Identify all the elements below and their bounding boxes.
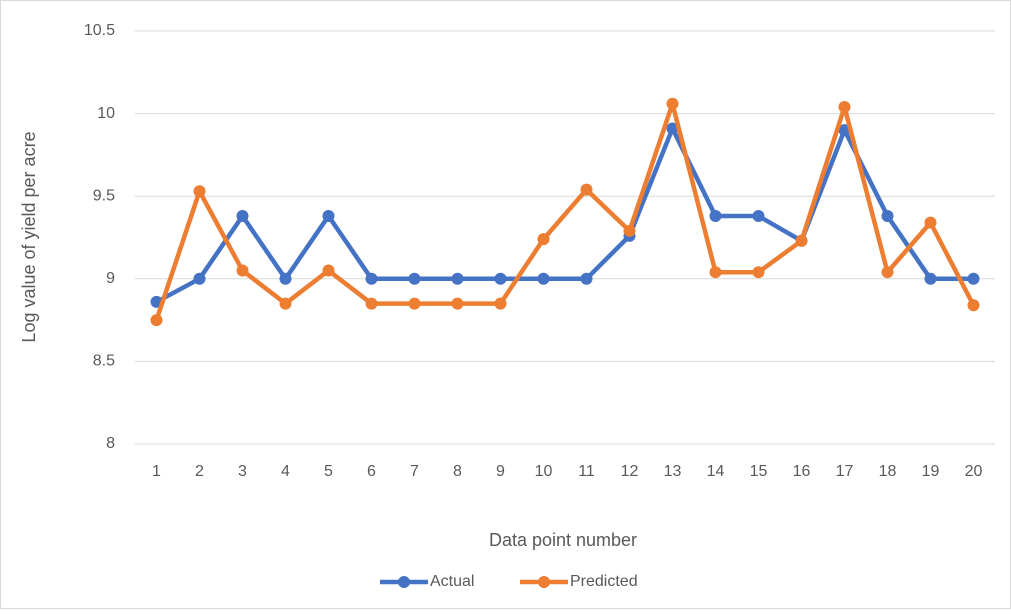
data-point [451,272,464,285]
y-tick-label: 9 [106,270,115,287]
data-point [838,100,851,113]
x-tick-label: 8 [453,463,462,480]
data-point [279,272,292,285]
x-tick-label: 16 [793,463,811,480]
data-point [881,266,894,279]
data-point [322,210,335,223]
data-point [365,297,378,310]
data-point [924,216,937,229]
y-tick-label: 8 [106,435,115,452]
data-point [580,272,593,285]
data-point [365,272,378,285]
data-point [924,272,937,285]
series-line [154,101,976,321]
x-tick-label: 14 [707,463,725,480]
data-point [537,233,550,246]
data-point [623,224,636,237]
x-tick-label: 9 [496,463,505,480]
x-tick-label: 4 [281,463,290,480]
x-tick-label: 3 [238,463,247,480]
data-point [236,264,249,277]
data-point [193,185,206,198]
data-point [408,272,421,285]
y-axis-label: Log value of yield per acre [19,131,39,342]
legend-marker [398,576,410,588]
x-axis-label: Data point number [489,530,637,550]
x-tick-label: 17 [836,463,854,480]
data-point [795,234,808,247]
y-tick-label: 10 [97,105,115,122]
x-tick-label: 13 [664,463,682,480]
legend-label: Actual [430,573,474,590]
data-point [494,297,507,310]
data-point [279,297,292,310]
y-tick-label: 8.5 [93,353,115,370]
data-point [408,297,421,310]
legend-label: Predicted [570,573,638,590]
legend-marker [538,576,550,588]
x-tick-label: 10 [535,463,553,480]
data-point [709,210,722,223]
x-tick-label: 5 [324,463,333,480]
data-point [881,210,894,223]
data-point [752,210,765,223]
data-point [967,299,980,312]
data-point [580,183,593,196]
data-point [193,272,206,285]
x-tick-label: 2 [195,463,204,480]
data-point [752,266,765,279]
data-point [666,122,679,135]
data-point [322,264,335,277]
series-line [155,126,974,304]
x-tick-label: 18 [879,463,897,480]
x-tick-label: 19 [922,463,940,480]
x-tick-label: 6 [367,463,376,480]
data-point [150,314,163,327]
x-tick-label: 1 [152,463,161,480]
x-tick-label: 12 [621,463,639,480]
data-point [494,272,507,285]
data-point [451,297,464,310]
data-point [666,97,679,110]
data-point [236,210,249,223]
x-tick-label: 20 [965,463,983,480]
data-point [967,272,980,285]
data-point [709,266,722,279]
x-tick-label: 15 [750,463,768,480]
y-tick-label: 10.5 [84,22,115,39]
x-tick-label: 11 [578,463,595,480]
data-point [537,272,550,285]
y-tick-label: 9.5 [93,187,115,204]
x-tick-label: 7 [410,463,419,480]
